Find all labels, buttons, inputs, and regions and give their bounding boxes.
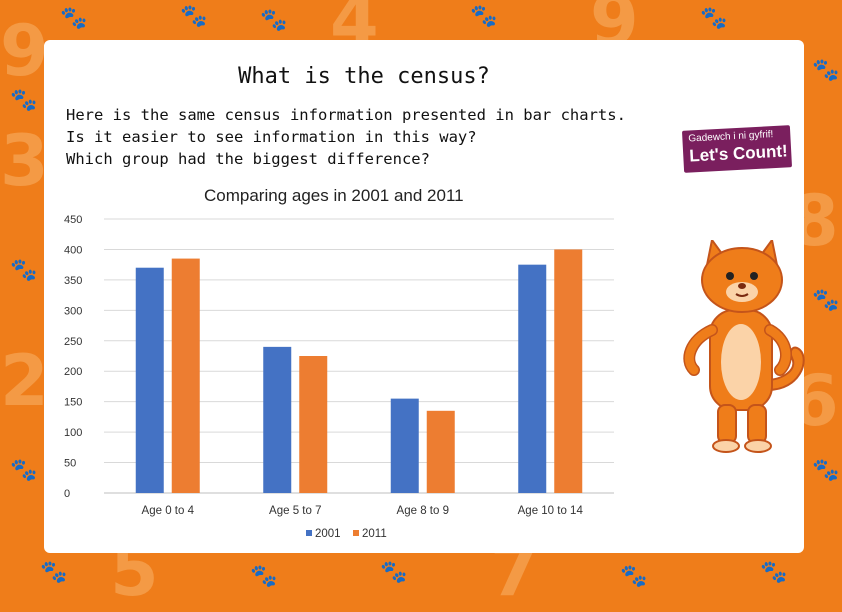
- bar-2011: [426, 410, 455, 493]
- paw-print-icon: 🐾: [10, 258, 38, 283]
- x-category-label: Age 10 to 14: [518, 505, 584, 517]
- bar-2011: [171, 258, 200, 493]
- cat-mascot-illustration: [683, 240, 805, 453]
- legend-label: 2011: [362, 528, 387, 540]
- paw-print-icon: 🐾: [620, 564, 648, 589]
- intro-line-1: Here is the same census information pres…: [66, 106, 626, 124]
- bar-chart: 0 50 100 150 200 250 300 350 400 450 Age 0 to 4 Ag…: [64, 214, 614, 540]
- paw-print-icon: 🐾: [10, 88, 38, 113]
- paw-print-icon: 🐾: [700, 6, 728, 31]
- legend-label: 2001: [315, 528, 341, 540]
- legend-swatch: [353, 530, 359, 536]
- y-tick-label: 200: [64, 366, 82, 378]
- number-nine-decoration: 9: [0, 10, 49, 92]
- paw-print-icon: 🐾: [380, 560, 408, 585]
- chart-title: Comparing ages in 2001 and 2011: [204, 186, 464, 205]
- paw-print-icon: 🐾: [60, 6, 88, 31]
- y-tick-label: 400: [64, 244, 82, 256]
- paw-print-icon: 🐾: [180, 4, 208, 29]
- intro-line-2: Is it easier to see information in this …: [66, 128, 477, 146]
- content-card: What is the census? Here is the same cen…: [44, 40, 805, 553]
- paw-print-icon: 🐾: [760, 560, 788, 585]
- y-tick-label: 450: [64, 214, 82, 226]
- y-tick-label: 100: [64, 427, 82, 439]
- intro-line-3: Which group had the biggest difference?: [66, 150, 430, 168]
- y-tick-label: 150: [64, 397, 82, 409]
- bar-2011: [299, 356, 328, 493]
- logo-english-text: Let's Count!: [688, 141, 789, 166]
- paw-print-icon: 🐾: [812, 288, 840, 313]
- y-tick-label: 300: [64, 305, 82, 317]
- y-tick-label: 250: [64, 336, 82, 348]
- number-three-decoration: 3: [0, 120, 49, 202]
- x-category-label: Age 0 to 4: [142, 505, 195, 517]
- legend-swatch: [306, 530, 312, 536]
- paw-print-icon: 🐾: [40, 560, 68, 585]
- page-title: What is the census?: [238, 64, 490, 89]
- y-tick-label: 0: [64, 488, 70, 500]
- paw-print-icon: 🐾: [470, 4, 498, 29]
- x-category-label: Age 5 to 7: [269, 505, 321, 517]
- bar-2001: [263, 346, 292, 493]
- number-two-decoration: 2: [0, 340, 49, 422]
- bar-2011: [554, 249, 583, 493]
- paw-print-icon: 🐾: [812, 458, 840, 483]
- paw-print-icon: 🐾: [10, 458, 38, 483]
- y-tick-label: 50: [64, 458, 76, 470]
- bar-2001: [390, 398, 419, 493]
- paw-print-icon: 🐾: [250, 564, 278, 589]
- x-category-label: Age 8 to 9: [397, 505, 449, 517]
- paw-print-icon: 🐾: [260, 8, 288, 33]
- paw-print-icon: 🐾: [812, 58, 840, 83]
- bar-2001: [135, 267, 164, 493]
- bar-2001: [518, 264, 547, 493]
- lets-count-logo: Gadewch i ni gyfrif! Let's Count!: [681, 125, 793, 173]
- y-tick-label: 350: [64, 275, 82, 287]
